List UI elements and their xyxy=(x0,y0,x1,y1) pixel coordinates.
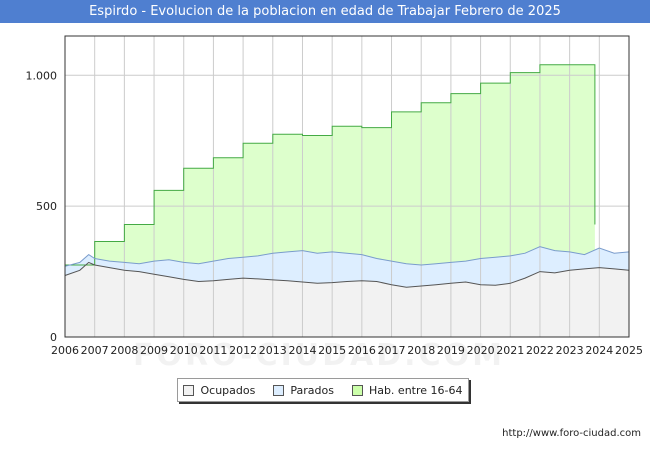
x-tick-label: 2008 xyxy=(110,344,138,357)
x-tick-label: 2017 xyxy=(378,344,406,357)
x-tick-label: 2018 xyxy=(407,344,435,357)
x-tick-label: 2016 xyxy=(348,344,376,357)
watermark: FORO-CIUDAD.COM xyxy=(133,338,505,373)
chart-title: Espirdo - Evolucion de la poblacion en e… xyxy=(0,0,650,23)
legend-label-hab: Hab. entre 16-64 xyxy=(368,383,463,397)
series-line-hab xyxy=(65,64,596,266)
x-tick-label: 2006 xyxy=(51,344,79,357)
legend-item-ocupados: Ocupados xyxy=(183,384,255,397)
x-tick-label: 2023 xyxy=(556,344,584,357)
legend-swatch-parados xyxy=(273,384,285,396)
x-tick-label: 2010 xyxy=(170,344,198,357)
plot-border xyxy=(64,35,630,338)
x-tick-label: 2013 xyxy=(259,344,287,357)
x-tick-label: 2015 xyxy=(318,344,346,357)
y-tick-label: 1.000 xyxy=(26,69,58,82)
series-area-ocupados xyxy=(65,262,629,337)
legend-label-parados: Parados xyxy=(290,383,334,397)
x-tick-label: 2009 xyxy=(140,344,168,357)
x-tick-label: 2007 xyxy=(81,344,109,357)
x-tick-label: 2024 xyxy=(585,344,613,357)
legend-item-parados: Parados xyxy=(273,384,334,397)
legend-swatch-hab xyxy=(351,384,363,396)
series-line-ocupados xyxy=(64,261,630,288)
x-tick-label: 2011 xyxy=(199,344,227,357)
source-link[interactable]: http://www.foro-ciudad.com xyxy=(502,428,641,439)
legend-label-ocupados: Ocupados xyxy=(200,383,256,397)
y-tick-label: 500 xyxy=(36,200,57,213)
x-tick-label: 2020 xyxy=(467,344,495,357)
legend-item-hab: Hab. entre 16-64 xyxy=(351,383,463,397)
x-tick-label: 2012 xyxy=(229,344,257,357)
x-tick-label: 2021 xyxy=(496,344,524,357)
x-tick-label: 2019 xyxy=(437,344,465,357)
y-tick-label: 0 xyxy=(50,331,57,344)
legend-swatch-ocupados xyxy=(183,384,195,396)
legend: Ocupados Parados Hab. entre 16-64 xyxy=(177,378,469,402)
x-tick-label: 2025 xyxy=(615,344,643,357)
series-line-parados xyxy=(64,246,630,267)
x-tick-label: 2022 xyxy=(526,344,554,357)
x-tick-label: 2014 xyxy=(288,344,316,357)
